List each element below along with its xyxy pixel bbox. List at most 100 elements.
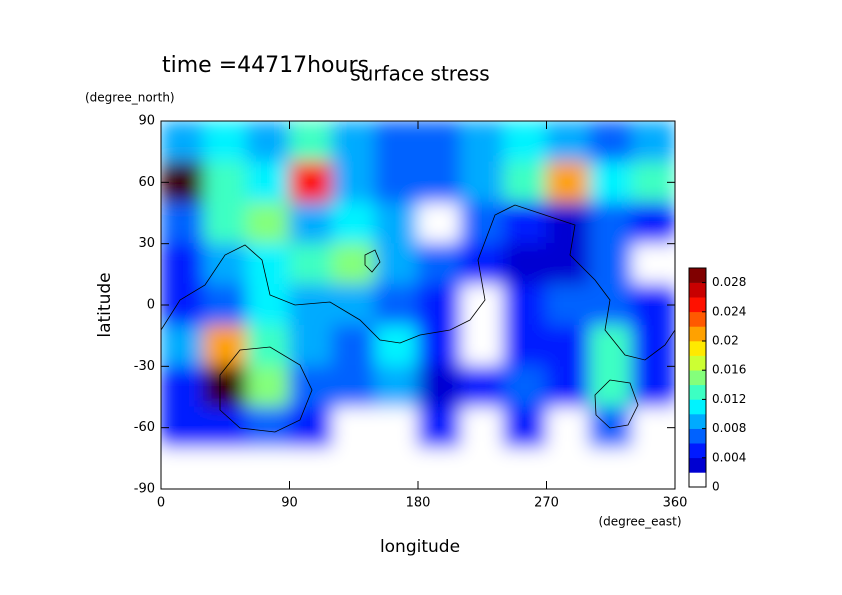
field-cell — [546, 406, 590, 449]
field-cell — [417, 324, 462, 367]
coastlines — [161, 204, 675, 433]
field-cell — [331, 406, 376, 449]
field-cell — [374, 243, 419, 286]
field-cell — [503, 243, 547, 286]
field-cell — [460, 284, 505, 326]
field-cell — [331, 447, 376, 489]
colorbar-band — [689, 297, 706, 313]
y-unit: (degree_north) — [85, 91, 175, 105]
field-cell — [588, 202, 633, 245]
field-cell — [374, 365, 419, 408]
field-cell — [161, 447, 205, 489]
field-cell — [460, 324, 505, 367]
field-cell — [546, 121, 590, 163]
colorbar-tick-label: 0 — [712, 480, 720, 494]
field-cell — [588, 243, 633, 286]
x-tick-label: 360 — [663, 496, 688, 511]
field-cell — [631, 447, 675, 489]
colorbar-band — [689, 268, 706, 283]
colorbar-tick-label: 0.016 — [712, 363, 746, 377]
field-cell — [331, 324, 376, 367]
field-cell — [417, 365, 462, 408]
field-cell — [546, 324, 590, 367]
field-cell — [203, 121, 248, 163]
field-cell — [417, 447, 462, 489]
colorbar-band — [689, 414, 706, 429]
colorbar-band — [689, 282, 706, 298]
field-cell — [417, 121, 462, 163]
field-cell — [331, 121, 376, 163]
field-cell — [460, 202, 505, 245]
field-cell — [246, 284, 290, 326]
field-cell — [631, 243, 675, 286]
field-cell — [460, 243, 505, 286]
y-tick-label: -30 — [134, 359, 155, 374]
colorbar-tick-label: 0.028 — [712, 275, 746, 289]
colorbar-band — [689, 355, 706, 371]
colorbar-band — [689, 443, 706, 459]
colorbar-band — [689, 341, 706, 356]
field-cell — [546, 243, 590, 286]
field-cell — [588, 161, 633, 204]
y-tick-label: -60 — [134, 420, 155, 435]
field-cell — [588, 121, 633, 163]
x-axis-label: longitude — [380, 537, 460, 557]
y-tick-label: 30 — [138, 236, 155, 251]
field-cell — [503, 202, 547, 245]
colorbar-tick-label: 0.012 — [712, 392, 746, 406]
field-cell — [503, 447, 547, 489]
field-cell — [588, 365, 633, 408]
field-cell — [246, 161, 290, 204]
field-cell — [631, 121, 675, 163]
field-cell — [503, 161, 547, 204]
colorbar-frame — [688, 267, 707, 488]
colorbar-band — [689, 370, 706, 386]
field-cell — [289, 161, 333, 204]
field-cell — [161, 365, 205, 408]
field-cell — [460, 406, 505, 449]
field-cell — [503, 284, 547, 326]
coastline — [594, 379, 639, 429]
field-cell — [289, 324, 333, 367]
field-cell — [417, 406, 462, 449]
field-cell — [460, 121, 505, 163]
colorbar-tick-label: 0.008 — [712, 421, 746, 435]
field-cell — [246, 324, 290, 367]
field-cell — [374, 161, 419, 204]
coastline — [219, 346, 313, 433]
field-cell — [289, 406, 333, 449]
field-cell — [161, 324, 205, 367]
field-cell — [289, 365, 333, 408]
y-tick-label: 90 — [138, 114, 155, 129]
field-cell — [631, 365, 675, 408]
field-cell — [331, 243, 376, 286]
colorbar-tick-label: 0.024 — [712, 304, 746, 318]
x-unit: (degree_east) — [598, 515, 681, 529]
colorbar-band — [689, 472, 706, 488]
field-cell — [289, 447, 333, 489]
chart-title: surface stress — [350, 62, 489, 86]
field-cell — [246, 243, 290, 286]
field-cell — [546, 161, 590, 204]
y-tick-label: 0 — [147, 298, 155, 313]
y-tick-label: 60 — [138, 175, 155, 190]
field-cell — [631, 324, 675, 367]
field-cell — [417, 243, 462, 286]
x-tick-label: 90 — [281, 496, 298, 511]
colorbar-band — [689, 399, 706, 415]
field-cell — [289, 121, 333, 163]
field-cell — [460, 161, 505, 204]
field-cell — [503, 365, 547, 408]
field-cell — [331, 202, 376, 245]
field-cell — [417, 161, 462, 204]
field-cell — [503, 406, 547, 449]
field-cell — [374, 324, 419, 367]
field-cell — [203, 324, 248, 367]
y-tick-label: -90 — [134, 482, 155, 497]
field-cell — [546, 365, 590, 408]
field-cell — [374, 447, 419, 489]
field-cell — [161, 121, 205, 163]
field-cell — [588, 284, 633, 326]
time-annotation: time =44717hours — [162, 53, 369, 78]
